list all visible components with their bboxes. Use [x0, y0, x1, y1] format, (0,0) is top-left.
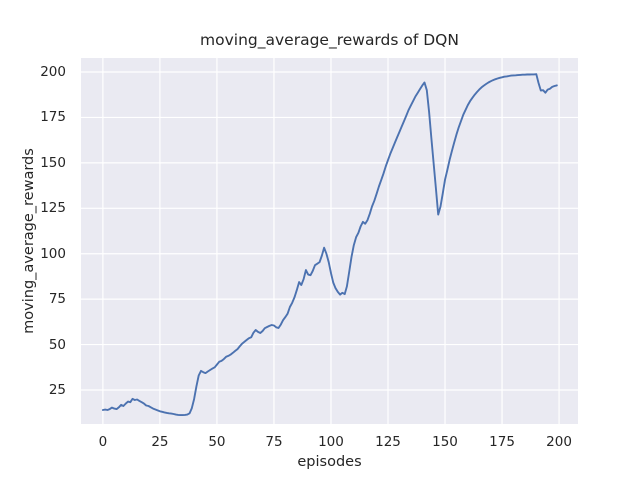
x-tick-label: 125: [375, 434, 401, 450]
y-tick-label: 175: [40, 109, 66, 126]
x-tick-label: 50: [208, 434, 226, 450]
data-line: [101, 73, 558, 417]
y-tick-label: 200: [40, 63, 66, 80]
y-tick-label: 150: [40, 154, 66, 171]
x-tick-label: 100: [318, 434, 344, 450]
line-chart-svg: [81, 58, 578, 424]
y-tick-label: 100: [40, 245, 66, 262]
y-tick-label: 125: [40, 200, 66, 217]
y-tick-label: 50: [48, 336, 66, 353]
x-tick-label: 0: [98, 434, 108, 450]
x-tick-label: 75: [265, 434, 283, 450]
x-tick-label: 25: [151, 434, 169, 450]
x-tick-label: 175: [489, 434, 515, 450]
y-tick-label: 75: [48, 291, 66, 308]
chart-title: moving_average_rewards of DQN: [200, 31, 459, 49]
y-tick-label: 25: [48, 382, 66, 399]
y-axis-label: moving_average_rewards: [21, 148, 37, 334]
plot-area: [81, 58, 578, 424]
x-tick-label: 150: [432, 434, 458, 450]
x-axis-label: episodes: [297, 454, 362, 470]
x-tick-label: 200: [546, 434, 572, 450]
